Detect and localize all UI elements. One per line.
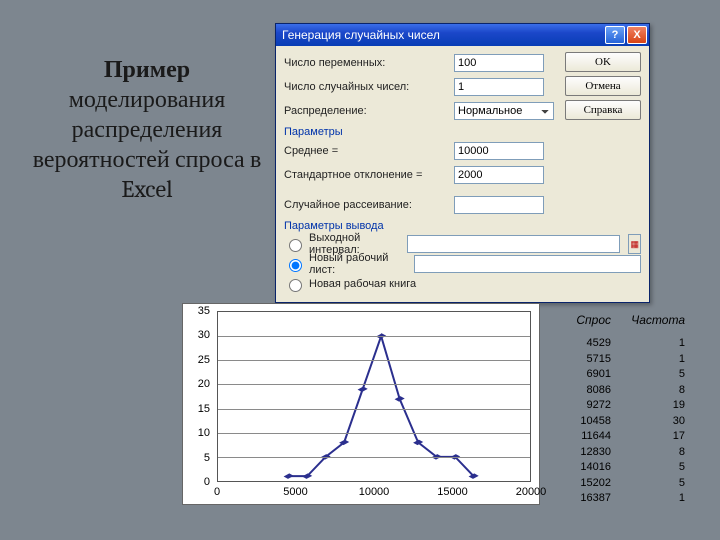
new-sheet-radio[interactable] [289, 259, 302, 272]
y-tick: 0 [204, 476, 210, 488]
slide-title-strong: Пример [22, 55, 272, 84]
slide-title: Пример моделирования распределения вероя… [22, 55, 272, 204]
seed-label: Случайное рассеивание: [284, 199, 454, 211]
slide-title-rest: моделирования распределения вероятностей… [22, 84, 272, 204]
col-freq-header: Частота [611, 313, 685, 327]
seed-input[interactable] [454, 196, 544, 214]
frequency-chart: 05101520253035 05000100001500020000 [182, 303, 540, 505]
table-row: 69015 [545, 368, 685, 384]
cell-freq: 8 [611, 446, 685, 462]
help-icon[interactable]: ? [605, 26, 625, 44]
titlebar[interactable]: Генерация случайных чисел ? X [276, 24, 649, 46]
new-book-label: Новая рабочая книга [309, 278, 469, 290]
y-tick: 5 [204, 452, 210, 464]
cell-freq: 19 [611, 399, 685, 415]
output-header: Параметры вывода [284, 220, 641, 232]
mean-label: Среднее = [284, 145, 454, 157]
dist-label: Распределение: [284, 105, 454, 117]
params-header: Параметры [284, 126, 641, 138]
x-tick: 5000 [283, 486, 307, 498]
cell-demand: 4529 [545, 337, 611, 353]
y-tick: 25 [198, 354, 210, 366]
y-tick: 35 [198, 305, 210, 317]
cell-demand: 12830 [545, 446, 611, 462]
cell-demand: 10458 [545, 415, 611, 431]
cell-freq: 30 [611, 415, 685, 431]
stdev-label: Стандартное отклонение = [284, 169, 454, 181]
table-row: 163871 [545, 492, 685, 508]
stdev-input[interactable] [454, 166, 544, 184]
x-tick: 20000 [516, 486, 547, 498]
new-sheet-label: Новый рабочий лист: [309, 252, 410, 276]
table-row: 80868 [545, 384, 685, 400]
cell-freq: 1 [611, 353, 685, 369]
cell-demand: 8086 [545, 384, 611, 400]
cell-freq: 1 [611, 337, 685, 353]
range-picker-icon[interactable]: ▦ [628, 234, 641, 254]
table-row: 152025 [545, 477, 685, 493]
mean-input[interactable] [454, 142, 544, 160]
num-vars-input[interactable] [454, 54, 544, 72]
table-row: 57151 [545, 353, 685, 369]
cell-freq: 8 [611, 384, 685, 400]
new-sheet-input[interactable] [414, 255, 641, 273]
dist-select[interactable]: Нормальное [454, 102, 554, 120]
close-icon[interactable]: X [627, 26, 647, 44]
table-row: 45291 [545, 337, 685, 353]
y-tick: 30 [198, 329, 210, 341]
random-gen-dialog: Генерация случайных чисел ? X OK Отмена … [275, 23, 650, 303]
cell-demand: 9272 [545, 399, 611, 415]
cell-freq: 1 [611, 492, 685, 508]
out-range-radio[interactable] [289, 239, 302, 252]
table-row: 128308 [545, 446, 685, 462]
out-range-input[interactable] [407, 235, 620, 253]
y-tick: 20 [198, 378, 210, 390]
num-vars-label: Число переменных: [284, 57, 454, 69]
y-tick: 15 [198, 403, 210, 415]
num-rand-label: Число случайных чисел: [284, 81, 454, 93]
table-row: 1045830 [545, 415, 685, 431]
new-book-radio[interactable] [289, 279, 302, 292]
cancel-button[interactable]: Отмена [565, 76, 641, 96]
data-table: Спрос Частота 45291571516901580868927219… [545, 313, 685, 508]
cell-demand: 15202 [545, 477, 611, 493]
table-row: 927219 [545, 399, 685, 415]
x-tick: 0 [214, 486, 220, 498]
dialog-title: Генерация случайных чисел [282, 28, 440, 42]
cell-demand: 6901 [545, 368, 611, 384]
x-tick: 15000 [437, 486, 468, 498]
cell-freq: 5 [611, 368, 685, 384]
cell-demand: 5715 [545, 353, 611, 369]
cell-freq: 5 [611, 477, 685, 493]
x-tick: 10000 [359, 486, 390, 498]
table-row: 1164417 [545, 430, 685, 446]
ok-button[interactable]: OK [565, 52, 641, 72]
cell-demand: 14016 [545, 461, 611, 477]
cell-freq: 5 [611, 461, 685, 477]
col-demand-header: Спрос [545, 313, 611, 327]
num-rand-input[interactable] [454, 78, 544, 96]
y-tick: 10 [198, 427, 210, 439]
cell-demand: 16387 [545, 492, 611, 508]
cell-demand: 11644 [545, 430, 611, 446]
table-row: 140165 [545, 461, 685, 477]
help-button[interactable]: Справка [565, 100, 641, 120]
cell-freq: 17 [611, 430, 685, 446]
